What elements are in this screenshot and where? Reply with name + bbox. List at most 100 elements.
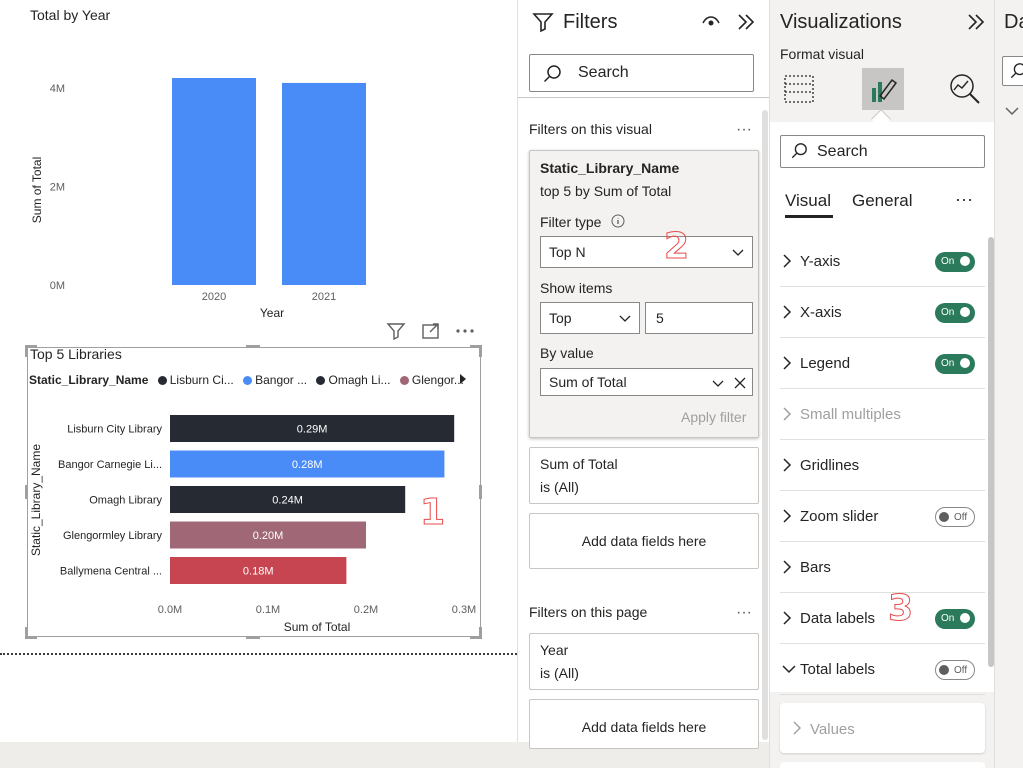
total-by-year-chart[interactable]: 4M 2M 0M 2020 2021 Year Sum of Total [0, 30, 517, 330]
legend-label: Glengor... [411, 373, 464, 387]
filters-scrollbar[interactable] [762, 110, 768, 740]
resize-handle-bl[interactable] [25, 636, 37, 639]
toggle-knob [960, 307, 970, 317]
format-section-data-labels[interactable]: Data labels On [780, 594, 985, 644]
more-options-icon[interactable]: ··· [955, 189, 973, 209]
resize-handle-bl-v[interactable] [25, 627, 28, 639]
data-pane-title: Da [1004, 11, 1023, 33]
bar-Bangor Carnegie Li...[interactable] [170, 450, 445, 478]
resize-handle-br-v[interactable] [479, 627, 482, 639]
tab-visual[interactable]: Visual [785, 191, 831, 210]
legend-item[interactable]: Omagh Li... [316, 373, 391, 387]
resize-handle-tr[interactable] [470, 345, 482, 348]
report-canvas: Total by Year 4M 2M 0M 2020 2021 Year Sum o… [0, 7, 517, 655]
format-section-legend[interactable]: Legend On [780, 339, 985, 389]
chevron-down-icon[interactable] [712, 377, 724, 389]
more-options-icon[interactable] [454, 320, 476, 342]
close-icon[interactable] [734, 377, 746, 389]
more-options-icon[interactable]: ··· [736, 604, 752, 621]
divider [518, 97, 769, 98]
tab-general[interactable]: General [852, 191, 913, 210]
format-scrollbar[interactable] [988, 237, 994, 667]
tab-underline [785, 215, 833, 218]
format-section-gridlines[interactable]: Gridlines [780, 441, 985, 491]
chart-title-total-by-year: Total by Year [30, 7, 111, 23]
page-boundary-line [0, 653, 517, 655]
filter-icon[interactable] [385, 320, 407, 342]
analytics-icon[interactable] [948, 72, 982, 111]
format-visual-label: Format visual [780, 46, 865, 62]
chevron-right-icon [783, 458, 792, 472]
toggle-knob [960, 358, 970, 368]
resize-handle-tr-v[interactable] [479, 345, 482, 357]
legend-item[interactable]: Glengor... [399, 373, 464, 387]
filter-card-field: Static_Library_Name [540, 160, 680, 176]
toggle-switch[interactable]: On [935, 252, 975, 272]
info-icon[interactable] [611, 214, 625, 231]
bar-2020[interactable] [172, 78, 256, 285]
toggle-switch[interactable]: Off [935, 660, 975, 680]
legend-item[interactable]: Bangor ... [243, 373, 307, 387]
filter-card-static-library-name[interactable]: Static_Library_Name top 5 by Sum of Tota… [529, 150, 759, 438]
chevron-right-icon [783, 407, 792, 421]
legend-next-arrow-icon[interactable] [459, 373, 467, 388]
resize-handle-tl-v[interactable] [25, 345, 28, 357]
toggle-switch[interactable]: On [935, 303, 975, 323]
format-section-x-axis[interactable]: X-axis On [780, 288, 985, 338]
format-visual-icon[interactable] [862, 68, 904, 110]
resize-handle-br[interactable] [470, 636, 482, 639]
format-section-label: Y-axis [800, 253, 841, 270]
bar-Lisburn City Library[interactable] [170, 415, 455, 442]
format-section-y-axis[interactable]: Y-axis On [780, 237, 985, 287]
toggle-switch[interactable]: On [935, 354, 975, 374]
resize-handle-right[interactable] [479, 485, 482, 499]
legend-dot [399, 376, 409, 386]
eye-icon[interactable] [701, 11, 721, 36]
focus-mode-icon[interactable] [420, 320, 442, 342]
x-tick-label: 0.2M [354, 604, 378, 616]
collapse-pane-icon[interactable] [736, 12, 756, 37]
filter-card-sum-of-total[interactable]: Sum of Total is (All) [529, 447, 759, 504]
bar-Omagh Library[interactable] [170, 486, 406, 513]
more-options-icon[interactable]: ··· [736, 121, 752, 138]
bar-2021[interactable] [282, 82, 366, 285]
values-subsection[interactable]: Values [780, 703, 985, 753]
resize-handle-left[interactable] [25, 485, 28, 499]
resize-handle-bottom[interactable] [246, 636, 260, 639]
data-label: 0.24M [272, 495, 303, 507]
add-data-fields-well-page[interactable]: Add data fields here [529, 699, 759, 749]
filters-search-input[interactable]: Search [529, 54, 754, 92]
show-items-count-input[interactable]: 5 [645, 302, 753, 334]
resize-handle-top[interactable] [246, 345, 260, 348]
format-section-total-labels[interactable]: Total labels Off [780, 645, 985, 695]
format-section-zoom-slider[interactable]: Zoom slider Off [780, 492, 985, 542]
by-value-field-well[interactable]: Sum of Total [540, 368, 753, 396]
toggle-knob [960, 256, 970, 266]
toggle-switch[interactable]: On [935, 609, 975, 629]
filter-card-summary: top 5 by Sum of Total [540, 183, 672, 199]
build-visual-icon[interactable] [782, 72, 816, 111]
data-search-input[interactable] [1002, 56, 1023, 86]
add-data-fields-well[interactable]: Add data fields here [529, 513, 759, 569]
top-5-libraries-chart[interactable]: Lisburn City Library Bangor Carnegie Li..… [27, 395, 481, 637]
chevron-down-icon[interactable] [1005, 106, 1019, 116]
format-section-small-multiples[interactable]: Small multiples [780, 390, 985, 440]
format-section-label: Gridlines [800, 457, 860, 474]
viz-search-input[interactable]: Search [780, 135, 985, 168]
collapse-pane-icon[interactable] [966, 12, 986, 37]
legend-item[interactable]: Lisburn Ci... [157, 373, 234, 387]
bar-Glengormley Library[interactable] [170, 521, 366, 549]
bar-Ballymena Central ...[interactable] [170, 557, 347, 584]
format-section-bars[interactable]: Bars [780, 543, 985, 593]
toggle-switch[interactable]: Off [935, 507, 975, 527]
apply-filter-button[interactable]: Apply filter [681, 409, 747, 425]
legend-dot [157, 376, 167, 386]
resize-handle-tl[interactable] [25, 345, 37, 348]
x-tick-label: 2020 [202, 291, 226, 303]
filter-card-year[interactable]: Year is (All) [529, 633, 759, 690]
add-data-fields-label: Add data fields here [581, 719, 707, 735]
show-items-direction-dropdown[interactable]: Top [540, 302, 640, 334]
values-subsection-label: Values [810, 721, 855, 738]
filter-type-dropdown[interactable]: Top N [540, 236, 753, 268]
category-label: Glengormley Library [63, 530, 163, 542]
